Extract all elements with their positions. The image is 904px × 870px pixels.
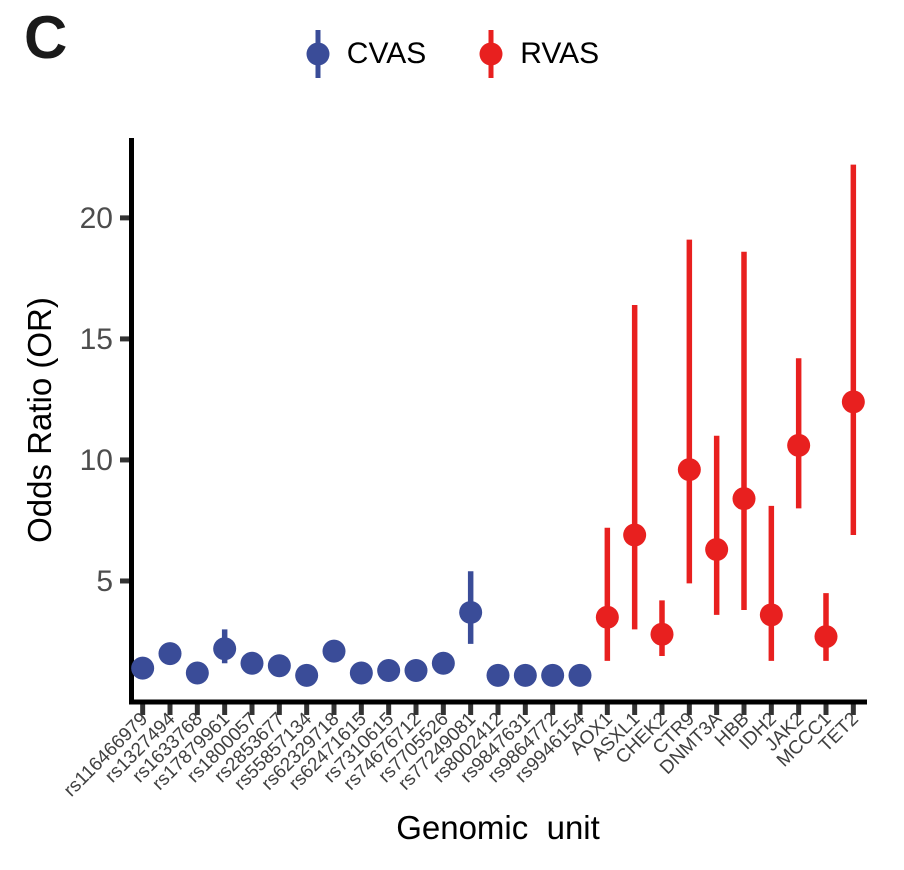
data-point-rs9847631: [513, 663, 537, 687]
data-point-CTR9: [677, 458, 701, 482]
data-point-rs7705526: [431, 651, 455, 675]
y-tick-label: 20: [80, 202, 113, 235]
data-point-rs7310615: [377, 659, 401, 683]
data-point-CHEK2: [650, 622, 674, 646]
data-point-rs74676712: [404, 659, 428, 683]
data-point-rs8002412: [486, 663, 510, 687]
data-point-TET2: [841, 390, 865, 414]
data-point-ASXL1: [623, 523, 647, 547]
data-point-rs1633768: [185, 661, 209, 685]
data-point-rs9946154: [568, 663, 592, 687]
y-tick-label: 5: [96, 565, 113, 598]
data-point-rs62329718: [322, 639, 346, 663]
data-point-IDH2: [759, 603, 783, 627]
data-point-AOX1: [595, 605, 619, 629]
data-point-rs1327494: [158, 642, 182, 666]
data-point-DNMT3A: [705, 538, 729, 562]
data-point-rs77249081: [459, 600, 483, 624]
data-point-HBB: [732, 487, 756, 511]
x-axis-title: Genomic unit: [396, 809, 600, 846]
data-point-MCCC1: [814, 625, 838, 649]
data-point-rs17879961: [213, 637, 237, 661]
panel-label: C: [24, 4, 68, 71]
data-point-rs9864772: [541, 663, 565, 687]
data-point-rs2853677: [267, 654, 291, 678]
data-point-rs116466979: [131, 656, 155, 680]
data-point-rs55857134: [295, 663, 319, 687]
data-point-JAK2: [787, 433, 811, 457]
y-tick-label: 15: [80, 323, 113, 356]
data-point-rs62471615: [349, 661, 373, 685]
data-point-rs1800057: [240, 651, 264, 675]
y-tick-label: 10: [80, 444, 113, 477]
